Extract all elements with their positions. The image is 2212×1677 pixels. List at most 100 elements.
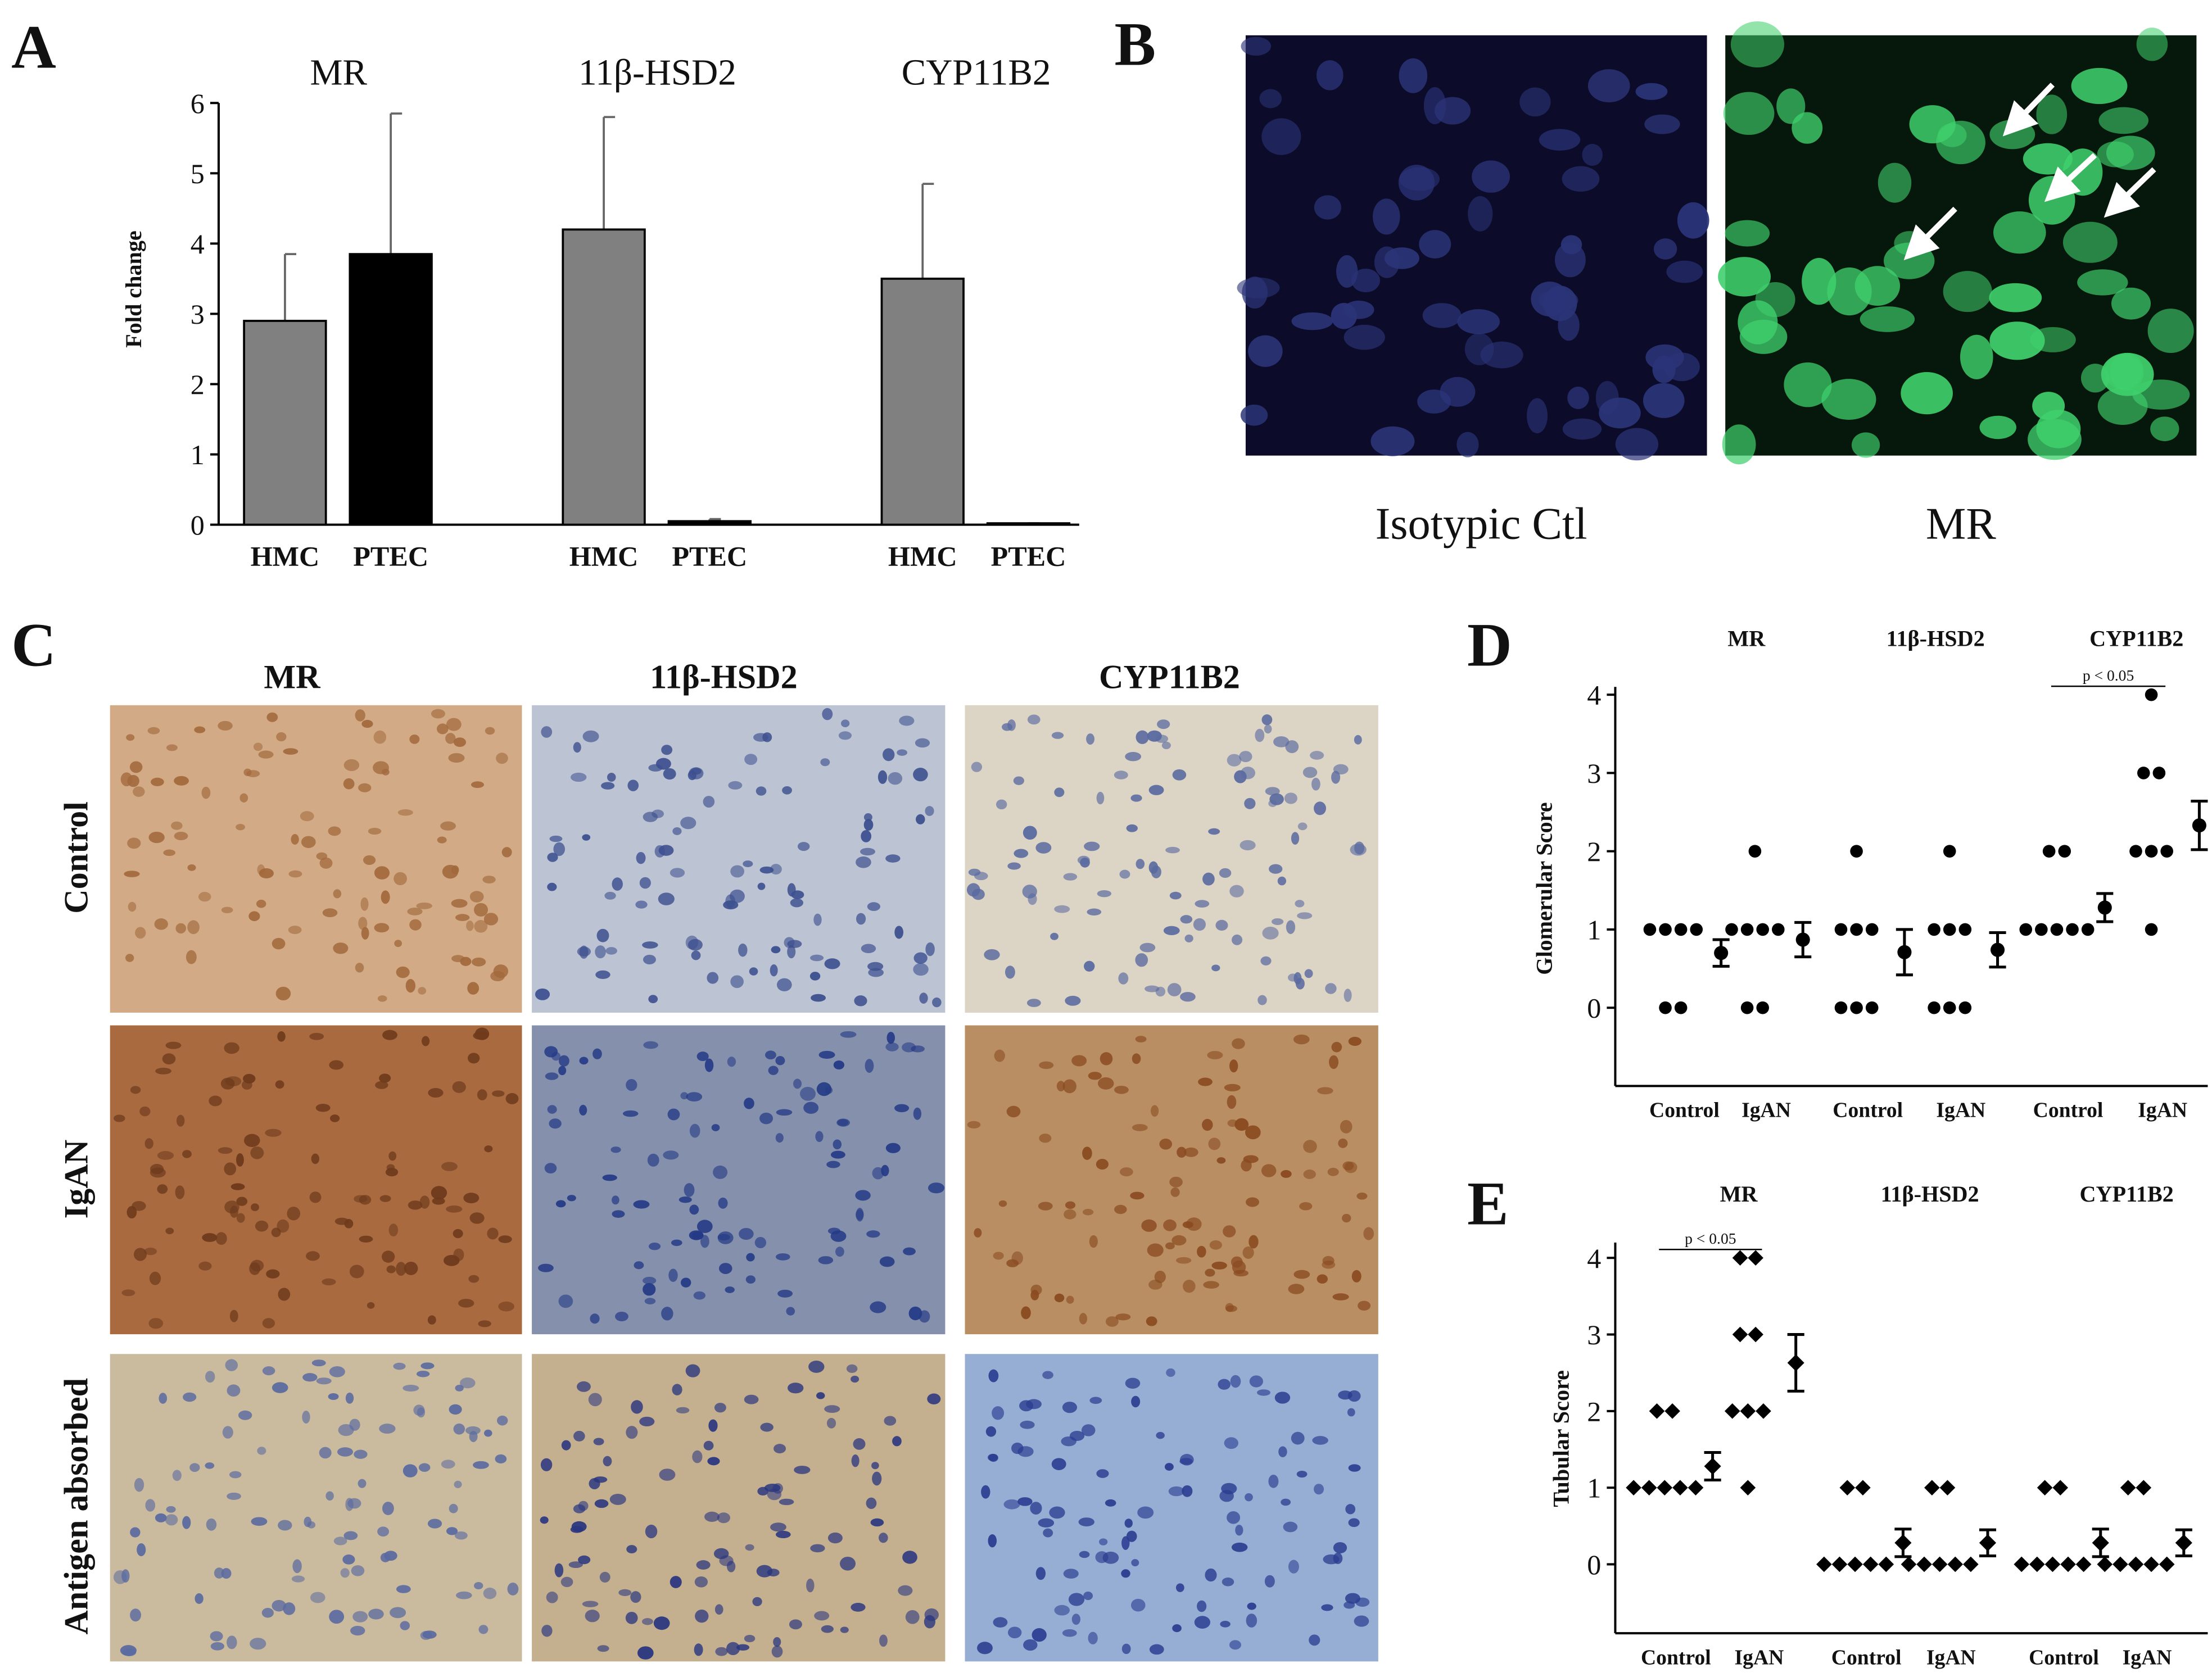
cell bbox=[879, 1634, 888, 1647]
cell bbox=[658, 845, 674, 856]
cell bbox=[166, 744, 178, 751]
cell bbox=[1247, 1602, 1256, 1610]
cell bbox=[568, 1561, 583, 1569]
cell bbox=[759, 1112, 773, 1125]
image-label: Isotypic Ctl bbox=[1376, 499, 1587, 549]
cell bbox=[971, 762, 983, 772]
cell bbox=[194, 1593, 203, 1605]
cell bbox=[241, 1080, 252, 1090]
cell bbox=[256, 899, 266, 908]
cell bbox=[1163, 1219, 1177, 1231]
cell bbox=[561, 1440, 571, 1451]
point bbox=[1740, 1480, 1756, 1495]
cell bbox=[466, 921, 474, 931]
cell bbox=[582, 834, 591, 841]
cell bbox=[377, 995, 387, 1002]
point bbox=[2145, 845, 2158, 858]
cell bbox=[236, 1153, 244, 1167]
cell bbox=[1979, 415, 2016, 439]
cell bbox=[1310, 751, 1324, 760]
cell bbox=[205, 1462, 215, 1469]
cell bbox=[703, 796, 715, 808]
x-tick-label: Control bbox=[2033, 1099, 2104, 1122]
cell bbox=[474, 1581, 483, 1589]
cell bbox=[833, 1139, 842, 1150]
cell bbox=[388, 1223, 399, 1237]
y-tick-label: 0 bbox=[1587, 1549, 1601, 1580]
cell bbox=[1370, 426, 1415, 456]
cell bbox=[1180, 1454, 1194, 1466]
cell bbox=[1354, 841, 1365, 855]
cell bbox=[1014, 849, 1029, 858]
cell bbox=[1358, 1300, 1371, 1311]
panel-label: A bbox=[11, 13, 56, 81]
cell bbox=[1718, 257, 1771, 297]
x-tick-label: IgAN bbox=[1735, 1646, 1784, 1669]
cell bbox=[183, 1392, 197, 1402]
cell bbox=[1321, 1604, 1333, 1611]
cell bbox=[310, 1592, 325, 1603]
cell bbox=[1032, 1628, 1047, 1642]
cell bbox=[1356, 1193, 1368, 1200]
cell bbox=[815, 1131, 824, 1143]
cell bbox=[1007, 862, 1021, 870]
cell bbox=[743, 860, 753, 867]
cell bbox=[1943, 271, 1992, 312]
cell bbox=[1114, 1204, 1127, 1214]
cell bbox=[277, 1219, 289, 1233]
panel-label: B bbox=[1115, 10, 1156, 79]
cell bbox=[549, 1118, 562, 1129]
cell bbox=[992, 1406, 1005, 1420]
bar bbox=[562, 228, 646, 526]
cell bbox=[653, 1616, 670, 1630]
cell bbox=[775, 1133, 784, 1143]
cell bbox=[1035, 842, 1052, 854]
cell bbox=[322, 908, 338, 917]
cell bbox=[404, 1262, 418, 1275]
cell bbox=[311, 1153, 320, 1164]
cell bbox=[1555, 242, 1586, 278]
cell bbox=[717, 1234, 730, 1241]
cell bbox=[171, 821, 183, 830]
cell bbox=[1303, 1140, 1317, 1153]
mean bbox=[2192, 818, 2206, 833]
point bbox=[1831, 1556, 1848, 1572]
row-label: Antigen absorbed bbox=[58, 1378, 96, 1635]
point bbox=[1659, 1001, 1672, 1014]
cell bbox=[1062, 1079, 1076, 1094]
cell bbox=[283, 1602, 296, 1615]
cell bbox=[1082, 1146, 1092, 1160]
cell bbox=[174, 831, 188, 841]
cell bbox=[1531, 282, 1569, 317]
cell bbox=[1245, 1493, 1253, 1502]
cell bbox=[637, 1646, 654, 1660]
cell bbox=[833, 1060, 845, 1069]
cell bbox=[773, 1637, 781, 1647]
cell bbox=[595, 945, 606, 959]
cell bbox=[547, 853, 558, 862]
cell bbox=[1039, 1061, 1054, 1069]
cell bbox=[726, 1642, 740, 1656]
arrows bbox=[1903, 83, 2156, 261]
cell bbox=[201, 786, 211, 799]
point bbox=[1672, 1480, 1688, 1495]
cell bbox=[644, 1298, 656, 1304]
point bbox=[1839, 1480, 1856, 1495]
cell bbox=[560, 1576, 573, 1588]
column-header: CYP11B2 bbox=[1099, 659, 1240, 696]
cell bbox=[826, 1161, 840, 1168]
cell bbox=[1635, 83, 1668, 100]
cell bbox=[187, 864, 196, 871]
cell bbox=[811, 994, 826, 1002]
cell bbox=[971, 889, 985, 900]
cell bbox=[814, 1611, 830, 1621]
cell bbox=[779, 1498, 794, 1506]
cell bbox=[484, 1145, 493, 1153]
cell bbox=[867, 962, 884, 971]
cell bbox=[1457, 309, 1500, 334]
cell bbox=[390, 1607, 406, 1619]
cell bbox=[573, 1504, 586, 1513]
cell bbox=[1224, 1084, 1241, 1091]
cell bbox=[1526, 398, 1548, 434]
cell bbox=[446, 1527, 458, 1535]
